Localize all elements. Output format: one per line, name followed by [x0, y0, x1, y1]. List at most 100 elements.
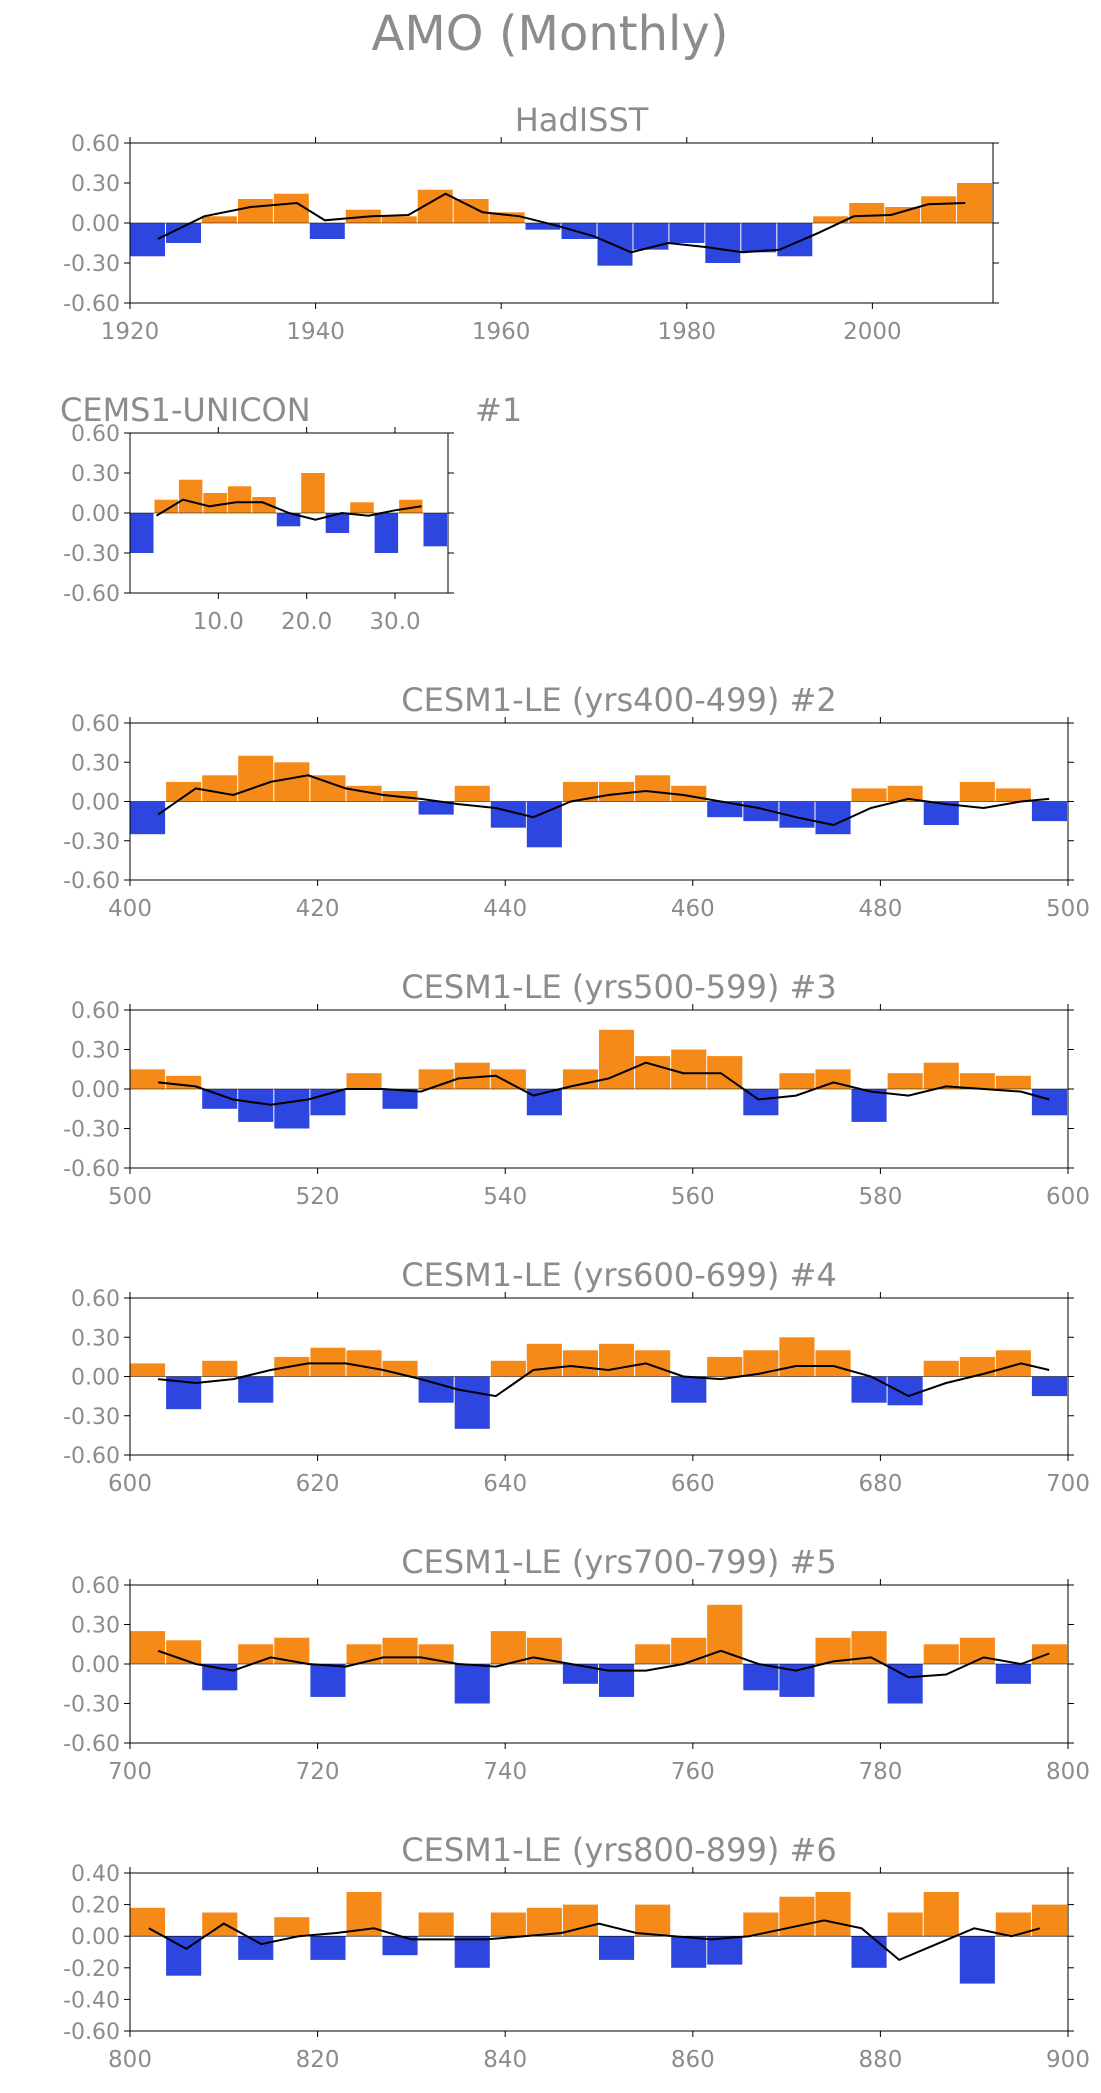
y-tick-label: -0.30	[63, 1118, 120, 1143]
x-tick-label: 460	[671, 896, 715, 922]
x-tick-label: 440	[483, 896, 527, 922]
y-tick-label: 0.00	[71, 502, 120, 527]
x-tick-label: 30.0	[369, 609, 420, 635]
smoothed-line	[155, 498, 422, 521]
panel-title: CESM1-LE (yrs600-699) #4	[401, 1256, 836, 1294]
x-tick-label: 20.0	[281, 609, 332, 635]
bar	[995, 1350, 1031, 1377]
bar	[310, 1936, 346, 1960]
bar	[562, 1350, 598, 1377]
smoothed-line	[157, 192, 966, 254]
smoothed-line	[157, 1061, 1050, 1106]
y-tick-label: 0.60	[71, 1574, 120, 1599]
bar	[238, 1089, 274, 1122]
x-tick-label: 720	[296, 1759, 340, 1785]
bar	[274, 1089, 310, 1129]
bar	[130, 513, 154, 553]
bar	[743, 1664, 779, 1691]
y-tick-label: 0.00	[71, 791, 120, 816]
bar	[525, 223, 561, 230]
y-tick-label: -0.20	[63, 1957, 120, 1982]
x-tick-label: 1920	[101, 319, 160, 345]
x-tick-label: 640	[483, 1471, 527, 1497]
y-tick-label: 0.30	[71, 1326, 120, 1351]
bar	[1031, 1089, 1067, 1116]
y-tick-label: -0.30	[63, 252, 120, 277]
x-tick-label: 880	[858, 2047, 902, 2073]
bar	[995, 1664, 1031, 1684]
bar	[490, 1631, 526, 1664]
bar	[276, 513, 301, 527]
bar	[490, 1912, 526, 1937]
x-tick-label: 600	[1046, 1184, 1090, 1210]
figure-title: AMO (Monthly)	[372, 6, 729, 62]
bar	[202, 1089, 238, 1109]
bar	[202, 1912, 238, 1937]
bar	[849, 203, 885, 223]
bar	[1031, 1376, 1067, 1397]
bar	[202, 775, 238, 802]
bar	[166, 781, 202, 802]
y-tick-label: 0.30	[71, 462, 120, 487]
x-tick-label: 560	[671, 1184, 715, 1210]
bar	[562, 1069, 598, 1090]
x-tick-label: 900	[1046, 2047, 1090, 2073]
bar	[454, 1664, 490, 1704]
chart-panel-2: 0.60 0.30 0.00 -0.30 -0.60 10.0 20.0 30.0 CEMS1-…	[60, 391, 522, 635]
bar	[813, 216, 849, 223]
bar	[779, 1073, 815, 1089]
bar	[130, 801, 166, 835]
bar	[130, 1069, 166, 1090]
bar	[454, 1936, 490, 1968]
y-tick-label: 0.00	[71, 212, 120, 237]
bar	[669, 223, 705, 243]
x-tick-label: 820	[296, 2047, 340, 2073]
bar	[779, 1896, 815, 1937]
bar	[346, 1073, 382, 1089]
bar	[238, 1376, 274, 1403]
bar	[301, 473, 325, 513]
bar	[887, 1376, 923, 1406]
bar	[959, 781, 995, 802]
bar	[995, 1075, 1031, 1089]
panel-title: CESM1-LE (yrs700-799) #5	[401, 1543, 836, 1581]
y-tick-label: 0.60	[71, 1287, 120, 1312]
bar	[885, 207, 921, 223]
bar	[995, 1912, 1031, 1937]
x-tick-label: 660	[671, 1471, 715, 1497]
bar	[959, 1356, 995, 1377]
bar	[274, 1637, 310, 1664]
bar	[418, 1912, 454, 1937]
bar	[887, 1073, 923, 1089]
bar	[273, 193, 309, 223]
bar	[777, 223, 813, 257]
bar	[815, 1350, 851, 1377]
x-tick-label: 580	[858, 1184, 902, 1210]
bar	[705, 223, 741, 263]
y-tick-label: 0.30	[71, 751, 120, 776]
x-tick-label: 10.0	[193, 609, 244, 635]
panel-title: HadISST	[515, 101, 649, 139]
y-tick-label: 0.60	[71, 999, 120, 1024]
bar	[489, 212, 525, 223]
bar	[851, 1089, 887, 1122]
bar	[238, 1644, 274, 1665]
y-tick-label: -0.60	[63, 582, 120, 607]
y-tick-label: -0.60	[63, 1732, 120, 1757]
bar	[382, 1936, 418, 1956]
bar	[252, 497, 276, 513]
bar	[707, 801, 743, 818]
bar	[310, 1664, 346, 1697]
bar	[526, 801, 562, 848]
y-tick-label: 0.60	[71, 132, 120, 157]
smoothed-line	[157, 1362, 1050, 1398]
bar	[201, 216, 237, 223]
x-tick-label: 760	[671, 1759, 715, 1785]
x-tick-label: 1940	[286, 319, 345, 345]
panel-title: CEMS1-UNICON	[60, 391, 311, 429]
bar	[166, 1640, 202, 1664]
bar	[959, 1073, 995, 1089]
